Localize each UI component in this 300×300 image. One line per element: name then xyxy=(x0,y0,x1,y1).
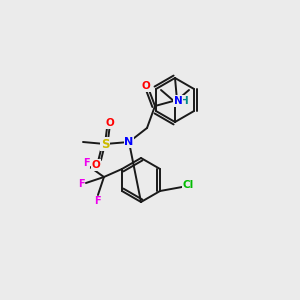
Text: S: S xyxy=(101,137,109,151)
Text: O: O xyxy=(92,160,100,170)
Text: Cl: Cl xyxy=(182,180,194,190)
Text: O: O xyxy=(142,81,150,91)
Text: F: F xyxy=(78,179,84,189)
Text: N: N xyxy=(174,96,182,106)
Text: F: F xyxy=(94,196,100,206)
Text: F: F xyxy=(82,158,89,168)
Text: O: O xyxy=(106,118,114,128)
Text: H: H xyxy=(180,96,188,106)
Text: N: N xyxy=(124,137,134,147)
